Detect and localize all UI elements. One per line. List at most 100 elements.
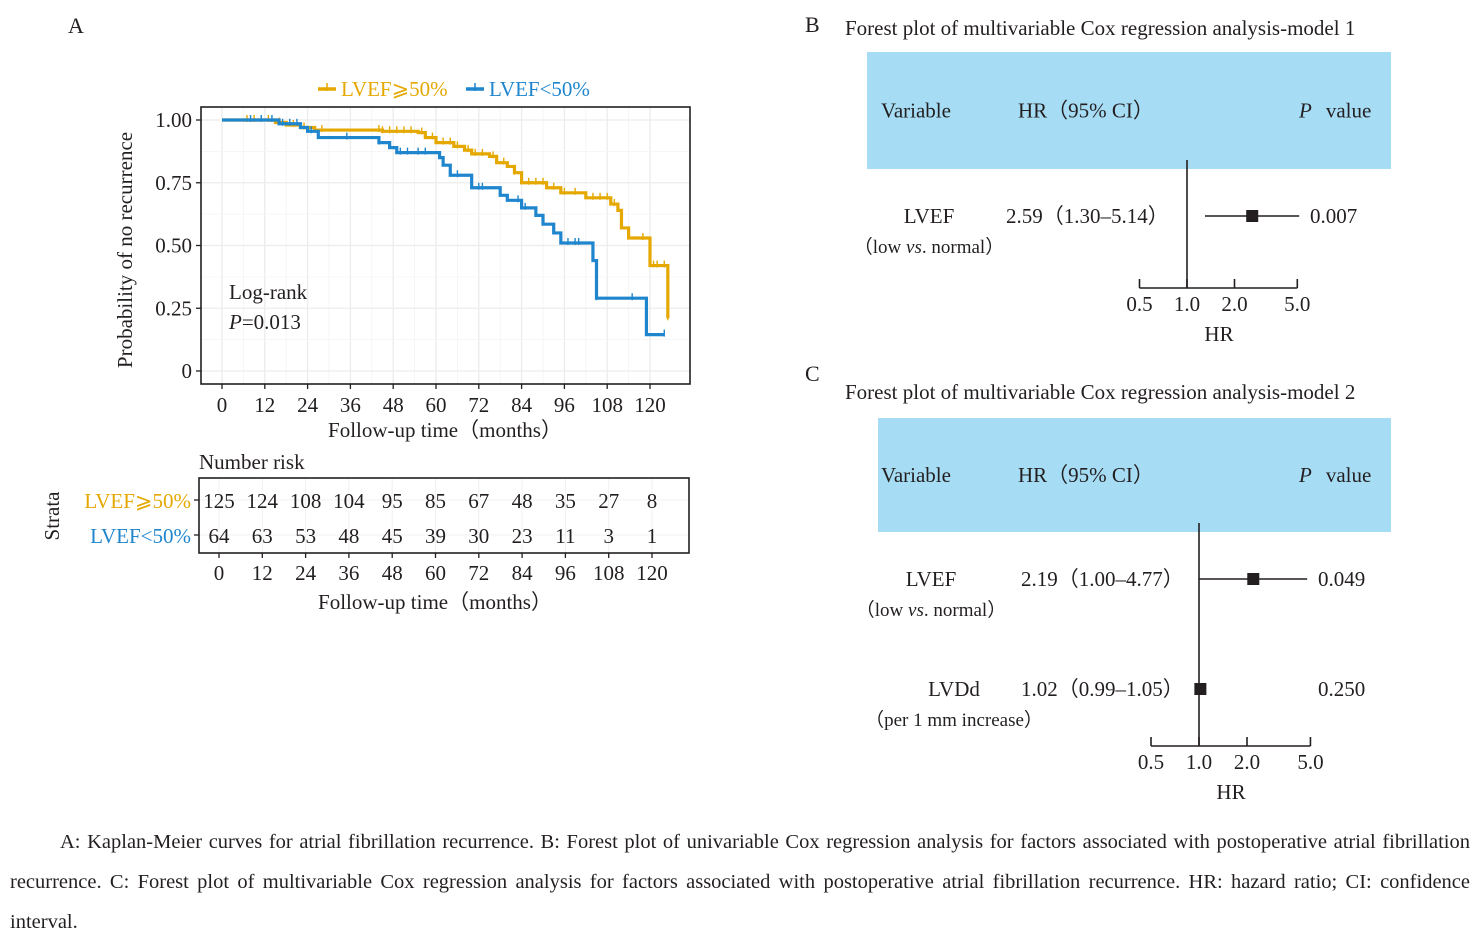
- x-tick-label: 48: [383, 393, 404, 417]
- p-value-text: =0.013: [242, 310, 301, 334]
- header-hr-ci: HR（95% CI）: [1018, 463, 1154, 487]
- risk-count: 64: [209, 524, 231, 548]
- forest-x-tick-label: 0.5: [1138, 750, 1164, 774]
- forest-x-tick-label: 0.5: [1126, 292, 1152, 316]
- risk-count: 124: [247, 489, 279, 513]
- row-p-value: 0.007: [1310, 204, 1357, 228]
- subtitle-post: . normal）: [924, 599, 1006, 621]
- km-step-line: [222, 118, 665, 337]
- row-p-value: 0.049: [1318, 567, 1365, 591]
- x-tick-label: 36: [340, 393, 361, 417]
- y-axis-label: Probability of no recurrence: [113, 132, 137, 368]
- risk-row-label: LVEF<50%: [90, 524, 191, 548]
- figure-canvas: A LVEF⩾50% LVEF<50% 00.250.500.751.000 12 2…: [40, 12, 1391, 804]
- panel-a: A LVEF⩾50% LVEF<50% 0 0.25 0.50 0.75 1.00 0 12 2…: [40, 13, 691, 614]
- panel-c-letter: C: [805, 361, 820, 386]
- x-tick-label: 120: [634, 393, 666, 417]
- subtitle-post: . normal）: [922, 236, 1004, 258]
- risk-count: 53: [295, 524, 316, 548]
- risk-count: 39: [425, 524, 446, 548]
- risk-row-label: LVEF⩾50%: [84, 489, 191, 513]
- risk-x-tick-label: 0: [214, 561, 225, 585]
- forest-x-tick-label: 5.0: [1297, 750, 1323, 774]
- risk-count: 3: [603, 524, 614, 548]
- risk-count: 48: [512, 489, 533, 513]
- risk-count: 85: [425, 489, 446, 513]
- row-variable-subtitle: （low vs. normal）: [856, 599, 1006, 621]
- row-hr-ci: 2.19（1.00–4.77）: [1021, 567, 1184, 591]
- risk-count: 67: [468, 489, 489, 513]
- x-tick-label: 60: [426, 393, 447, 417]
- forest-header-band: [867, 52, 1391, 169]
- p-italic: P: [228, 310, 242, 334]
- risk-x-tick-label: 120: [636, 561, 668, 585]
- km-step-line: [222, 118, 670, 319]
- legend-label: LVEF⩾50%: [341, 77, 448, 101]
- panel-b: B Forest plot of multivariable Cox regre…: [805, 12, 1391, 346]
- row-variable-name: LVEF: [904, 204, 955, 228]
- risk-x-tick-label: 12: [252, 561, 273, 585]
- row-hr-ci: 1.02（0.99–1.05）: [1021, 677, 1184, 701]
- subtitle-pre: （low: [856, 599, 908, 621]
- risk-count: 95: [382, 489, 403, 513]
- header-p-rest: value: [1326, 463, 1371, 487]
- forest-title: Forest plot of multivariable Cox regress…: [845, 16, 1355, 40]
- risk-table-border: [198, 477, 690, 554]
- panel-c: C Forest plot of multivariable Cox regre…: [805, 361, 1391, 804]
- caption-text: A: Kaplan-Meier curves for atrial fibril…: [10, 831, 1470, 933]
- legend-label: LVEF<50%: [489, 77, 590, 101]
- risk-x-tick-label: 36: [338, 561, 359, 585]
- forest-title: Forest plot of multivariable Cox regress…: [845, 380, 1355, 404]
- subtitle-pre: （per 1 mm increase）: [865, 709, 1043, 731]
- x-tick-label: 0: [217, 393, 228, 417]
- row-hr-ci: 2.59（1.30–5.14）: [1006, 204, 1169, 228]
- risk-x-tick-label: 96: [555, 561, 576, 585]
- header-variable: Variable: [881, 99, 951, 123]
- logrank-p-value: P=0.013: [228, 310, 301, 334]
- row-variable-name: LVDd: [928, 677, 980, 701]
- risk-count: 108: [290, 489, 322, 513]
- header-p-italic: P: [1298, 463, 1312, 487]
- panel-b-letter: B: [805, 12, 820, 37]
- x-tick-label: 12: [254, 393, 275, 417]
- subtitle-italic: vs: [908, 600, 924, 621]
- figure-caption: A: Kaplan-Meier curves for atrial fibril…: [10, 822, 1470, 942]
- km-legend: LVEF⩾50% LVEF<50%: [318, 77, 590, 101]
- header-p-italic: P: [1298, 99, 1312, 123]
- risk-count: 11: [555, 524, 575, 548]
- row-variable-subtitle: （low vs. normal）: [854, 236, 1004, 258]
- risk-count: 23: [512, 524, 533, 548]
- risk-table-title: Number risk: [199, 450, 305, 474]
- risk-count: 125: [203, 489, 235, 513]
- header-variable: Variable: [881, 463, 951, 487]
- forest-x-tick-label: 2.0: [1234, 750, 1260, 774]
- forest-x-tick-label: 2.0: [1221, 292, 1247, 316]
- forest-x-axis-label: HR: [1204, 322, 1233, 346]
- panel-a-letter: A: [68, 13, 84, 38]
- risk-x-tick-label: 60: [425, 561, 446, 585]
- risk-x-tick-label: 84: [512, 561, 534, 585]
- risk-count: 35: [555, 489, 576, 513]
- y-tick-label: 0.25: [155, 296, 192, 320]
- header-hr-ci: HR（95% CI）: [1018, 99, 1154, 123]
- hr-point: [1246, 210, 1259, 222]
- hr-point: [1247, 573, 1260, 585]
- x-tick-label: 84: [511, 393, 533, 417]
- risk-table: Number risk LVEF⩾50% 125 124 108 104 95 85 67 48 3…: [40, 450, 690, 614]
- x-tick-label: 72: [468, 393, 489, 417]
- subtitle-italic: vs: [906, 237, 922, 258]
- risk-count: 104: [333, 489, 365, 513]
- row-variable-subtitle: （per 1 mm increase）: [865, 709, 1043, 731]
- forest-x-tick-label: 1.0: [1174, 292, 1200, 316]
- risk-count: 1: [647, 524, 658, 548]
- risk-x-axis-label: Follow-up time（months）: [318, 590, 552, 614]
- row-p-value: 0.250: [1318, 677, 1365, 701]
- x-tick-label: 24: [297, 393, 319, 417]
- forest-x-tick-label: 5.0: [1284, 292, 1310, 316]
- hr-point: [1194, 683, 1207, 695]
- forest-x-axis-label: HR: [1216, 780, 1245, 804]
- strata-label: Strata: [40, 491, 64, 541]
- x-tick-label: 108: [591, 393, 623, 417]
